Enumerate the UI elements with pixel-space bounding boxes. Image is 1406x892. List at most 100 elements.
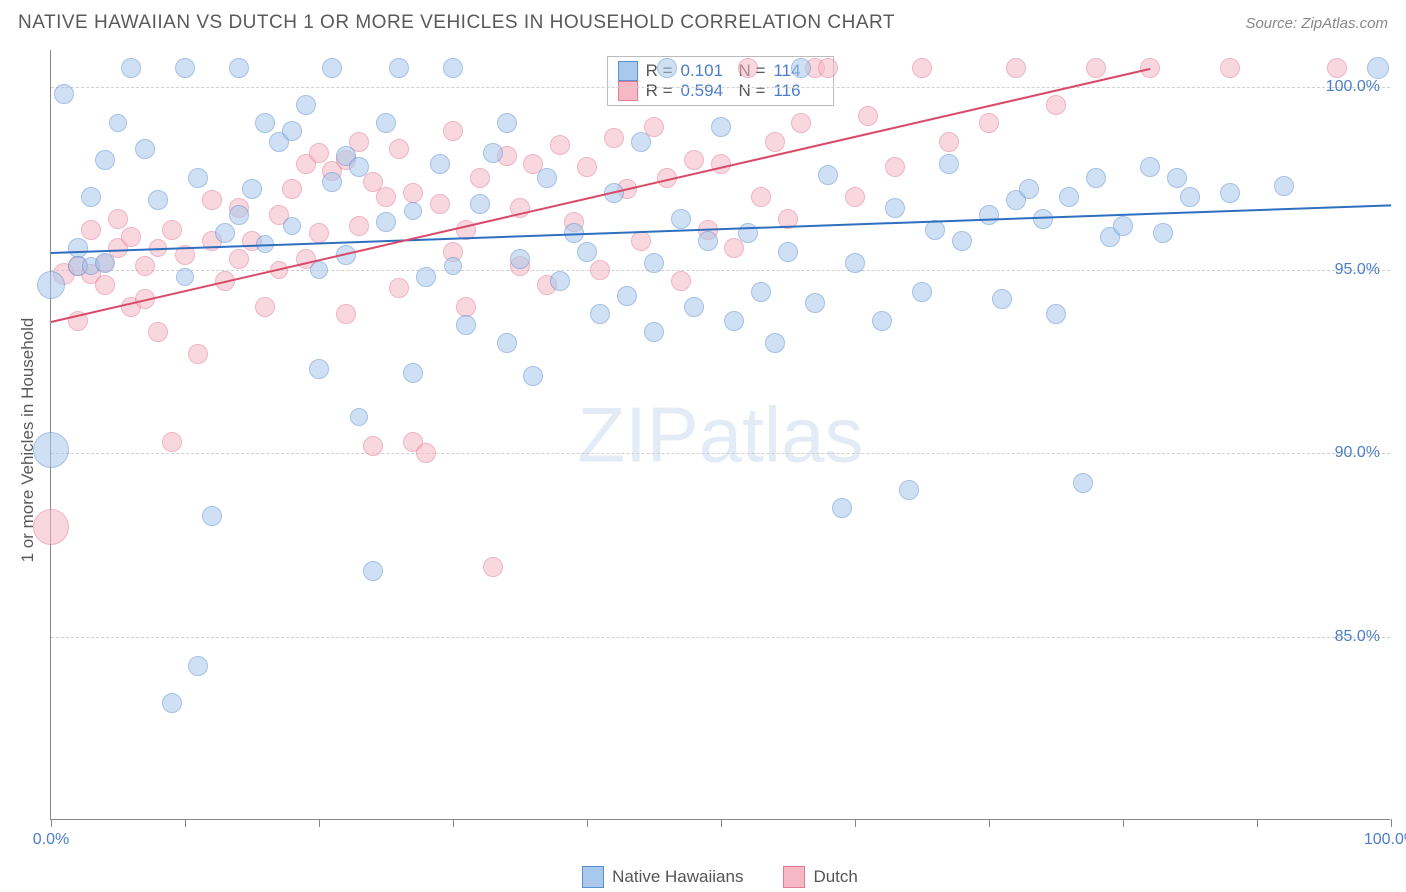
data-point [363, 436, 383, 456]
data-point [470, 194, 490, 214]
data-point [403, 363, 423, 383]
y-tick-label: 85.0% [1335, 628, 1380, 646]
data-point [282, 179, 302, 199]
data-point [684, 297, 704, 317]
data-point [711, 117, 731, 137]
data-point [296, 95, 316, 115]
data-point [202, 506, 222, 526]
data-point [1019, 179, 1039, 199]
trend-line [51, 204, 1391, 254]
data-point [68, 238, 88, 258]
data-point [483, 557, 503, 577]
data-point [336, 304, 356, 324]
data-point [1327, 58, 1347, 78]
gridline [51, 270, 1390, 271]
data-point [162, 693, 182, 713]
data-point [550, 135, 570, 155]
data-point [404, 202, 422, 220]
legend-swatch [618, 61, 638, 81]
data-point [751, 187, 771, 207]
x-tick-label: 100.0% [1364, 831, 1406, 849]
data-point [604, 128, 624, 148]
bottom-legend: Native HawaiiansDutch [50, 866, 1390, 888]
x-tick [587, 819, 588, 827]
data-point [644, 253, 664, 273]
chart-source: Source: ZipAtlas.com [1245, 15, 1388, 32]
x-tick [1123, 819, 1124, 827]
data-point [81, 187, 101, 207]
data-point [95, 275, 115, 295]
data-point [389, 139, 409, 159]
data-point [644, 322, 664, 342]
data-point [229, 58, 249, 78]
data-point [309, 143, 329, 163]
data-point [872, 311, 892, 331]
data-point [430, 154, 450, 174]
chart-title: NATIVE HAWAIIAN VS DUTCH 1 OR MORE VEHIC… [18, 12, 895, 34]
stats-r-value: 0.594 [681, 81, 731, 101]
data-point [403, 183, 423, 203]
stats-r-label: R = [646, 81, 673, 101]
data-point [992, 289, 1012, 309]
data-point [590, 304, 610, 324]
data-point [376, 212, 396, 232]
data-point [765, 132, 785, 152]
data-point [805, 293, 825, 313]
legend-swatch [618, 81, 638, 101]
data-point [845, 187, 865, 207]
data-point [376, 113, 396, 133]
data-point [81, 220, 101, 240]
data-point [456, 297, 476, 317]
data-point [229, 249, 249, 269]
data-point [95, 253, 115, 273]
data-point [778, 242, 798, 262]
data-point [242, 179, 262, 199]
y-tick-label: 90.0% [1335, 444, 1380, 462]
data-point [912, 282, 932, 302]
data-point [1046, 95, 1066, 115]
data-point [765, 333, 785, 353]
data-point [376, 187, 396, 207]
data-point [483, 143, 503, 163]
stats-row: R =0.594N =116 [618, 81, 824, 101]
data-point [885, 157, 905, 177]
data-point [108, 209, 128, 229]
x-tick [51, 819, 52, 827]
data-point [309, 359, 329, 379]
data-point [939, 154, 959, 174]
x-tick [453, 819, 454, 827]
x-tick [1257, 819, 1258, 827]
data-point [470, 168, 490, 188]
data-point [1220, 58, 1240, 78]
y-tick-label: 95.0% [1335, 261, 1380, 279]
data-point [1167, 168, 1187, 188]
x-tick [1391, 819, 1392, 827]
y-tick-label: 100.0% [1326, 78, 1380, 96]
data-point [939, 132, 959, 152]
data-point [33, 432, 69, 468]
data-point [818, 58, 838, 78]
data-point [135, 139, 155, 159]
data-point [537, 168, 557, 188]
data-point [952, 231, 972, 251]
data-point [523, 366, 543, 386]
data-point [671, 271, 691, 291]
stats-r-value: 0.101 [681, 61, 731, 81]
data-point [310, 261, 328, 279]
x-tick [185, 819, 186, 827]
data-point [188, 656, 208, 676]
data-point [832, 498, 852, 518]
data-point [349, 157, 369, 177]
data-point [671, 209, 691, 229]
legend-item: Native Hawaiians [582, 866, 743, 888]
data-point [1274, 176, 1294, 196]
data-point [858, 106, 878, 126]
data-point [322, 172, 342, 192]
data-point [162, 220, 182, 240]
data-point [1006, 58, 1026, 78]
data-point [444, 257, 462, 275]
data-point [255, 297, 275, 317]
data-point [37, 271, 65, 299]
data-point [698, 231, 718, 251]
data-point [751, 282, 771, 302]
